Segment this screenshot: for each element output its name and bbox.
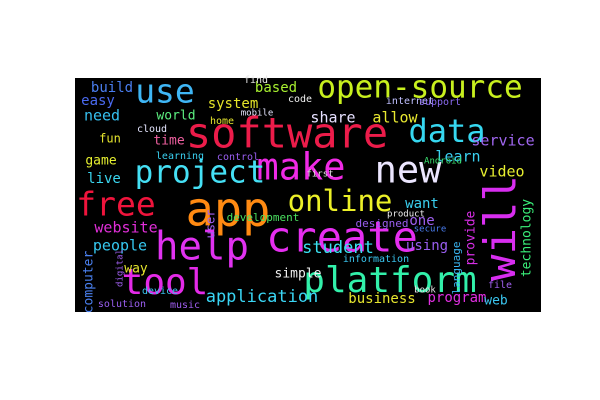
word: using <box>406 238 448 254</box>
word: need <box>84 107 120 125</box>
word: share <box>310 109 355 127</box>
word: learn <box>435 148 480 166</box>
word: secure <box>414 225 447 235</box>
word: website <box>94 219 157 237</box>
word: time <box>153 134 184 149</box>
word: mobile <box>241 109 274 119</box>
word: online <box>288 184 393 218</box>
word: user <box>204 210 218 239</box>
word: based <box>255 80 297 96</box>
word: help <box>155 225 249 270</box>
word: file <box>488 280 512 291</box>
word: live <box>87 171 121 187</box>
word: data <box>408 112 485 150</box>
word: home <box>210 116 234 127</box>
word: project <box>135 155 266 191</box>
word: business <box>348 291 415 307</box>
word: platform <box>303 260 476 301</box>
word: find <box>244 75 268 86</box>
word: allow <box>372 109 418 127</box>
word: easy <box>81 93 115 109</box>
word: free <box>76 185 155 224</box>
word: designed <box>356 217 409 230</box>
word: control <box>217 152 259 163</box>
word: web <box>484 294 508 309</box>
word: first <box>306 170 333 180</box>
word: support <box>419 97 461 108</box>
word: internet <box>386 96 434 107</box>
word: system <box>208 96 259 112</box>
word: open-source <box>317 70 522 106</box>
word: video <box>479 163 524 181</box>
word: information <box>343 254 409 265</box>
word: people <box>93 237 147 255</box>
word: fun <box>99 132 121 146</box>
word: language <box>450 242 463 295</box>
word: application <box>206 287 319 307</box>
word: make <box>256 146 345 189</box>
word: computer <box>82 251 97 314</box>
word: way <box>124 262 148 277</box>
word: app <box>186 183 271 238</box>
word: simple <box>275 267 322 282</box>
word: world <box>156 109 195 124</box>
word: software <box>186 109 388 158</box>
word: use <box>135 72 195 111</box>
word: book <box>414 286 436 296</box>
word: cloud <box>137 124 167 135</box>
word: one <box>409 213 434 229</box>
word: music <box>170 300 200 311</box>
word: product <box>387 210 425 220</box>
word: tool <box>122 262 209 303</box>
word: technology <box>520 199 535 277</box>
cloud-background <box>75 78 541 312</box>
word: want <box>405 196 439 212</box>
word: provide <box>464 210 479 265</box>
word: game <box>85 154 116 169</box>
word: Android <box>424 157 462 167</box>
word: digital <box>116 249 126 287</box>
word: will <box>475 175 526 281</box>
word: student <box>302 238 374 258</box>
word: service <box>471 132 534 150</box>
word: solution <box>98 299 146 310</box>
word: learning <box>156 151 204 162</box>
word: device <box>142 286 178 297</box>
word: development <box>227 211 300 224</box>
word: create <box>266 213 418 262</box>
word: new <box>375 149 443 192</box>
word: build <box>91 80 133 96</box>
word: code <box>288 94 312 105</box>
word: program <box>427 290 486 306</box>
